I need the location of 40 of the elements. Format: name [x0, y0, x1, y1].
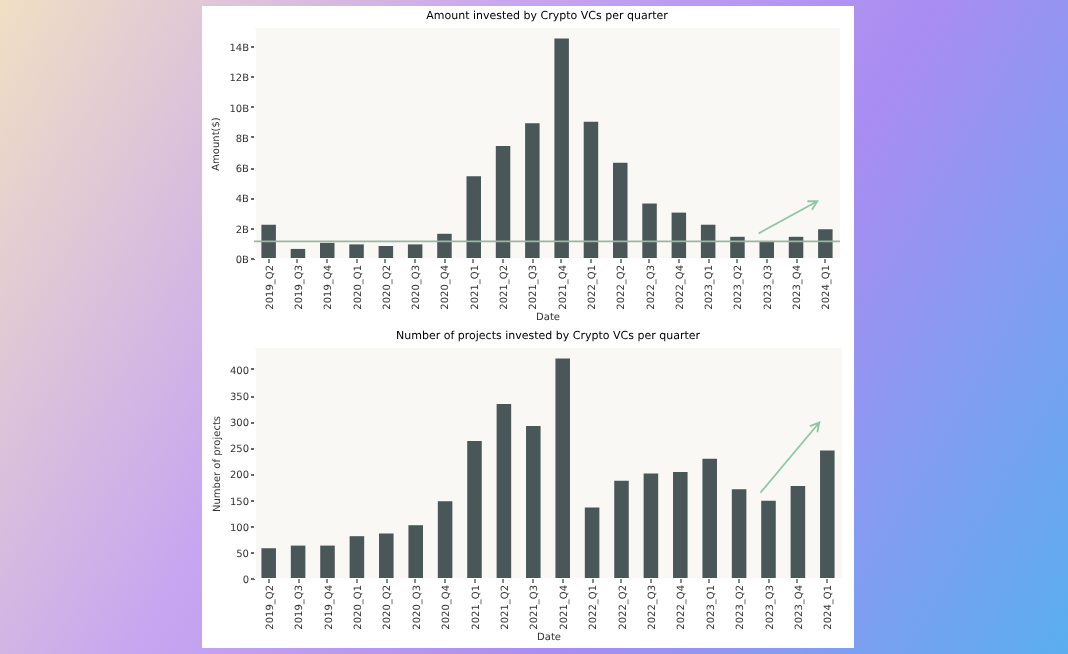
bar [788, 236, 804, 258]
bar [467, 441, 482, 578]
bar [407, 244, 423, 258]
bar [820, 450, 835, 578]
bar [761, 500, 776, 578]
bar [790, 486, 806, 578]
bar [554, 38, 569, 258]
bar [526, 425, 541, 578]
bar [642, 203, 657, 258]
bar [496, 403, 512, 578]
bar [261, 224, 276, 258]
bar [349, 536, 365, 578]
bar [671, 212, 687, 258]
bar [320, 545, 335, 578]
bar [643, 473, 659, 578]
bar [320, 242, 335, 258]
bar [437, 233, 452, 258]
bar [613, 162, 628, 258]
bar [466, 176, 481, 258]
bar [525, 123, 540, 258]
bar [700, 224, 716, 258]
bar [583, 121, 599, 258]
bar [673, 471, 688, 578]
bar [408, 525, 423, 578]
bar [555, 358, 570, 578]
bar [349, 244, 364, 258]
bar [379, 533, 394, 578]
bar [730, 236, 745, 258]
bar [290, 248, 306, 258]
bar [495, 146, 511, 258]
bar [584, 507, 600, 578]
bar [437, 501, 453, 578]
bar [261, 548, 276, 578]
bar [731, 489, 747, 578]
bar [378, 245, 394, 258]
bar [290, 545, 306, 578]
bar [818, 229, 833, 258]
bar [759, 241, 774, 258]
bar [702, 458, 717, 578]
bar [614, 480, 629, 578]
